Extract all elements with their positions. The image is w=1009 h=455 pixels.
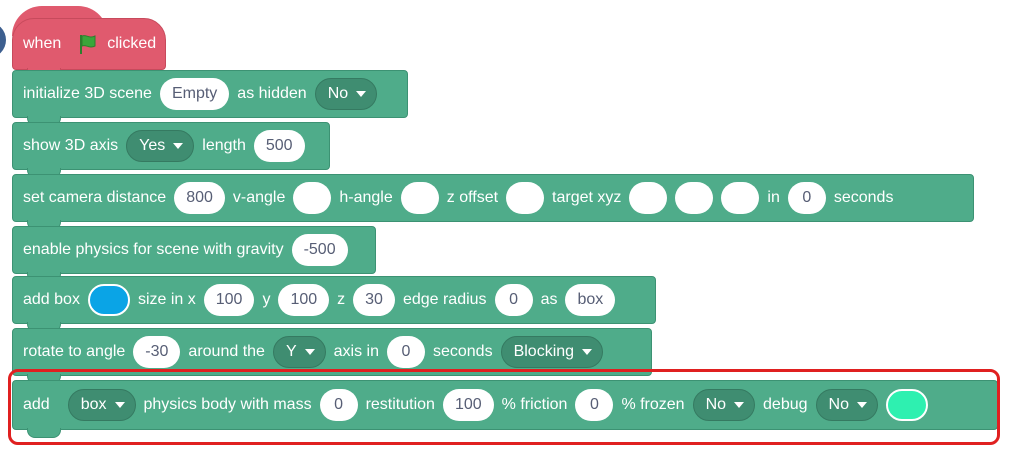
axis-select-value: Y (285, 343, 297, 360)
around-label: around the (188, 343, 265, 360)
chevron-down-icon (856, 402, 867, 408)
rotate-seconds-input[interactable]: 0 (386, 336, 425, 368)
camera-label: set camera distance (23, 189, 167, 206)
when-label: when (23, 35, 62, 52)
size-x-input[interactable]: 100 (203, 284, 255, 316)
length-input[interactable]: 500 (253, 130, 305, 162)
vangle-label: v-angle (232, 189, 286, 206)
hangle-label: h-angle (339, 189, 393, 206)
size-label: size in x (137, 291, 196, 308)
init-label: initialize 3D scene (23, 85, 152, 102)
zoffset-input[interactable] (506, 182, 545, 214)
axis-dropdown[interactable]: Yes (126, 130, 195, 162)
restitution-label: restitution (365, 396, 435, 413)
rotate-block[interactable]: rotate to angle -30 around the Y axis in… (12, 328, 652, 384)
angle-input[interactable]: -30 (133, 336, 181, 368)
add-label: add (23, 396, 50, 413)
restitution-input[interactable]: 100 (442, 389, 494, 421)
rotate-seconds-label: seconds (432, 343, 493, 360)
size-z-input[interactable]: 30 (353, 284, 395, 316)
mode-dropdown[interactable]: Blocking (500, 336, 604, 368)
chevron-down-icon (582, 349, 593, 355)
target-y-input[interactable] (675, 182, 714, 214)
hidden-dropdown[interactable]: No (314, 78, 378, 110)
distance-input[interactable]: 800 (174, 182, 225, 214)
debug-value: No (828, 396, 849, 413)
rotate-label: rotate to angle (23, 343, 126, 360)
frozen-value: No (705, 396, 727, 413)
chevron-down-icon (173, 143, 184, 149)
size-y-input[interactable]: 100 (278, 284, 330, 316)
when-flag-clicked-block[interactable]: when clicked (12, 18, 166, 78)
show-axis-block[interactable]: show 3D axis Yes length 500 (12, 122, 330, 178)
debug-color-swatch[interactable] (885, 389, 928, 421)
add-box-label: add box (23, 291, 80, 308)
axis-value: Yes (139, 137, 166, 154)
axis-in-label: axis in (333, 343, 379, 360)
mode-value: Blocking (513, 343, 575, 360)
hangle-input[interactable] (400, 182, 439, 214)
mass-label: physics body with mass (143, 396, 312, 413)
scene-input[interactable]: Empty (159, 78, 230, 110)
friction-label: % friction (501, 396, 568, 413)
camera-block[interactable]: set camera distance 800 v-angle h-angle … (12, 174, 974, 230)
object-value: box (80, 396, 107, 413)
in-label: in (767, 189, 780, 206)
target-label: target xyz (552, 189, 622, 206)
zoffset-label: z offset (446, 189, 499, 206)
chevron-down-icon (356, 91, 367, 97)
add-physics-body-block[interactable]: add box physics body with mass 0 restitu… (12, 380, 998, 438)
frozen-dropdown[interactable]: No (692, 389, 756, 421)
clicked-label: clicked (107, 35, 157, 52)
z-label: z (337, 291, 346, 308)
chevron-down-icon (304, 349, 315, 355)
chevron-down-icon (114, 402, 125, 408)
axis-select-dropdown[interactable]: Y (272, 336, 326, 368)
target-x-input[interactable] (629, 182, 668, 214)
edge-label: edge radius (402, 291, 487, 308)
chevron-down-icon (734, 402, 745, 408)
debug-dropdown[interactable]: No (815, 389, 878, 421)
axis-label: show 3D axis (23, 137, 119, 154)
hidden-label: as hidden (237, 85, 307, 102)
enable-physics-block[interactable]: enable physics for scene with gravity -5… (12, 226, 376, 282)
seconds-input[interactable]: 0 (787, 182, 826, 214)
green-flag-icon (80, 35, 96, 54)
box-color-swatch[interactable] (87, 284, 130, 316)
debug-label: debug (763, 396, 808, 413)
vangle-input[interactable] (293, 182, 332, 214)
object-dropdown[interactable]: box (67, 389, 136, 421)
add-box-block[interactable]: add box size in x 100 y 100 z 30 edge ra… (12, 276, 656, 332)
friction-input[interactable]: 0 (575, 389, 614, 421)
initialize-scene-block[interactable]: initialize 3D scene Empty as hidden No (12, 70, 408, 126)
target-z-input[interactable] (721, 182, 760, 214)
edge-input[interactable]: 0 (494, 284, 533, 316)
mass-input[interactable]: 0 (319, 389, 358, 421)
stack-marker (0, 22, 6, 58)
length-label: length (202, 137, 246, 154)
box-name-input[interactable]: box (565, 284, 616, 316)
y-label: y (262, 291, 271, 308)
frozen-label: % frozen (621, 396, 685, 413)
as-label: as (540, 291, 558, 308)
seconds-label: seconds (833, 189, 894, 206)
hidden-value: No (327, 85, 349, 102)
gravity-input[interactable]: -500 (291, 234, 348, 266)
physics-label: enable physics for scene with gravity (23, 241, 284, 258)
